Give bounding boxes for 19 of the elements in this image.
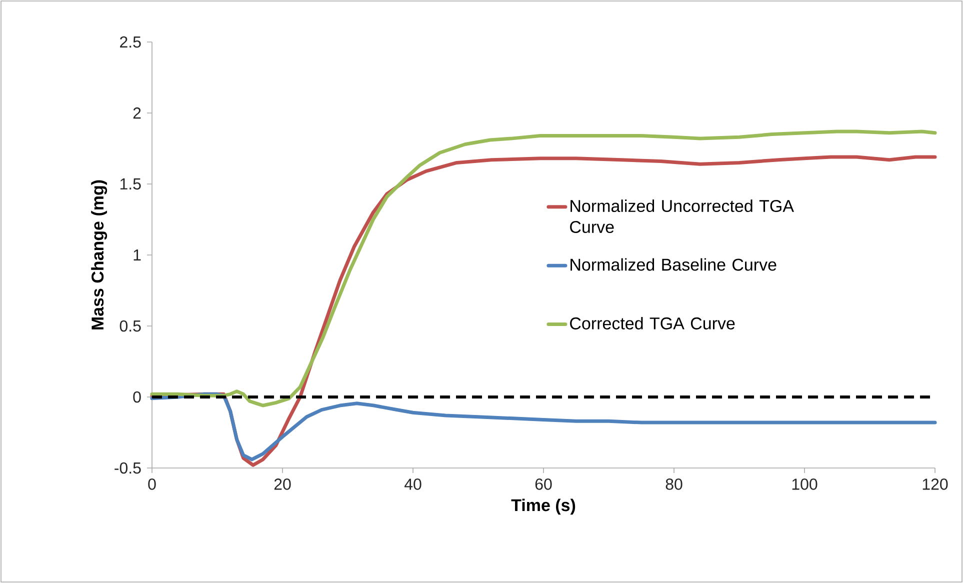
y-axis-title: Mass Change (mg) xyxy=(91,180,108,330)
x-tick-label: 20 xyxy=(274,478,291,490)
legend-label: Normalized Baseline Curve xyxy=(570,258,776,271)
x-tick-label: 60 xyxy=(535,478,552,490)
y-tick-label: 1 xyxy=(134,249,141,260)
x-tick-label: 40 xyxy=(404,478,422,490)
y-tick-label: 2.5 xyxy=(120,36,141,48)
x-axis-title: Time (s) xyxy=(511,498,576,515)
legend-label: Normalized Uncorrected TGA Curve xyxy=(570,200,794,234)
y-tick-label: -0.5 xyxy=(114,462,141,474)
y-tick-label: 0 xyxy=(133,391,141,403)
x-tick-label: 100 xyxy=(792,478,818,490)
y-tick-label: 1.5 xyxy=(120,178,141,190)
x-tick-label: 80 xyxy=(666,478,682,490)
x-tick-label: 120 xyxy=(922,478,948,490)
x-tick-label: 0 xyxy=(148,478,156,490)
legend-label: Corrected TGA Curve xyxy=(570,316,735,330)
y-tick-label: 0.5 xyxy=(120,320,141,332)
y-tick-label: 2 xyxy=(133,107,141,119)
